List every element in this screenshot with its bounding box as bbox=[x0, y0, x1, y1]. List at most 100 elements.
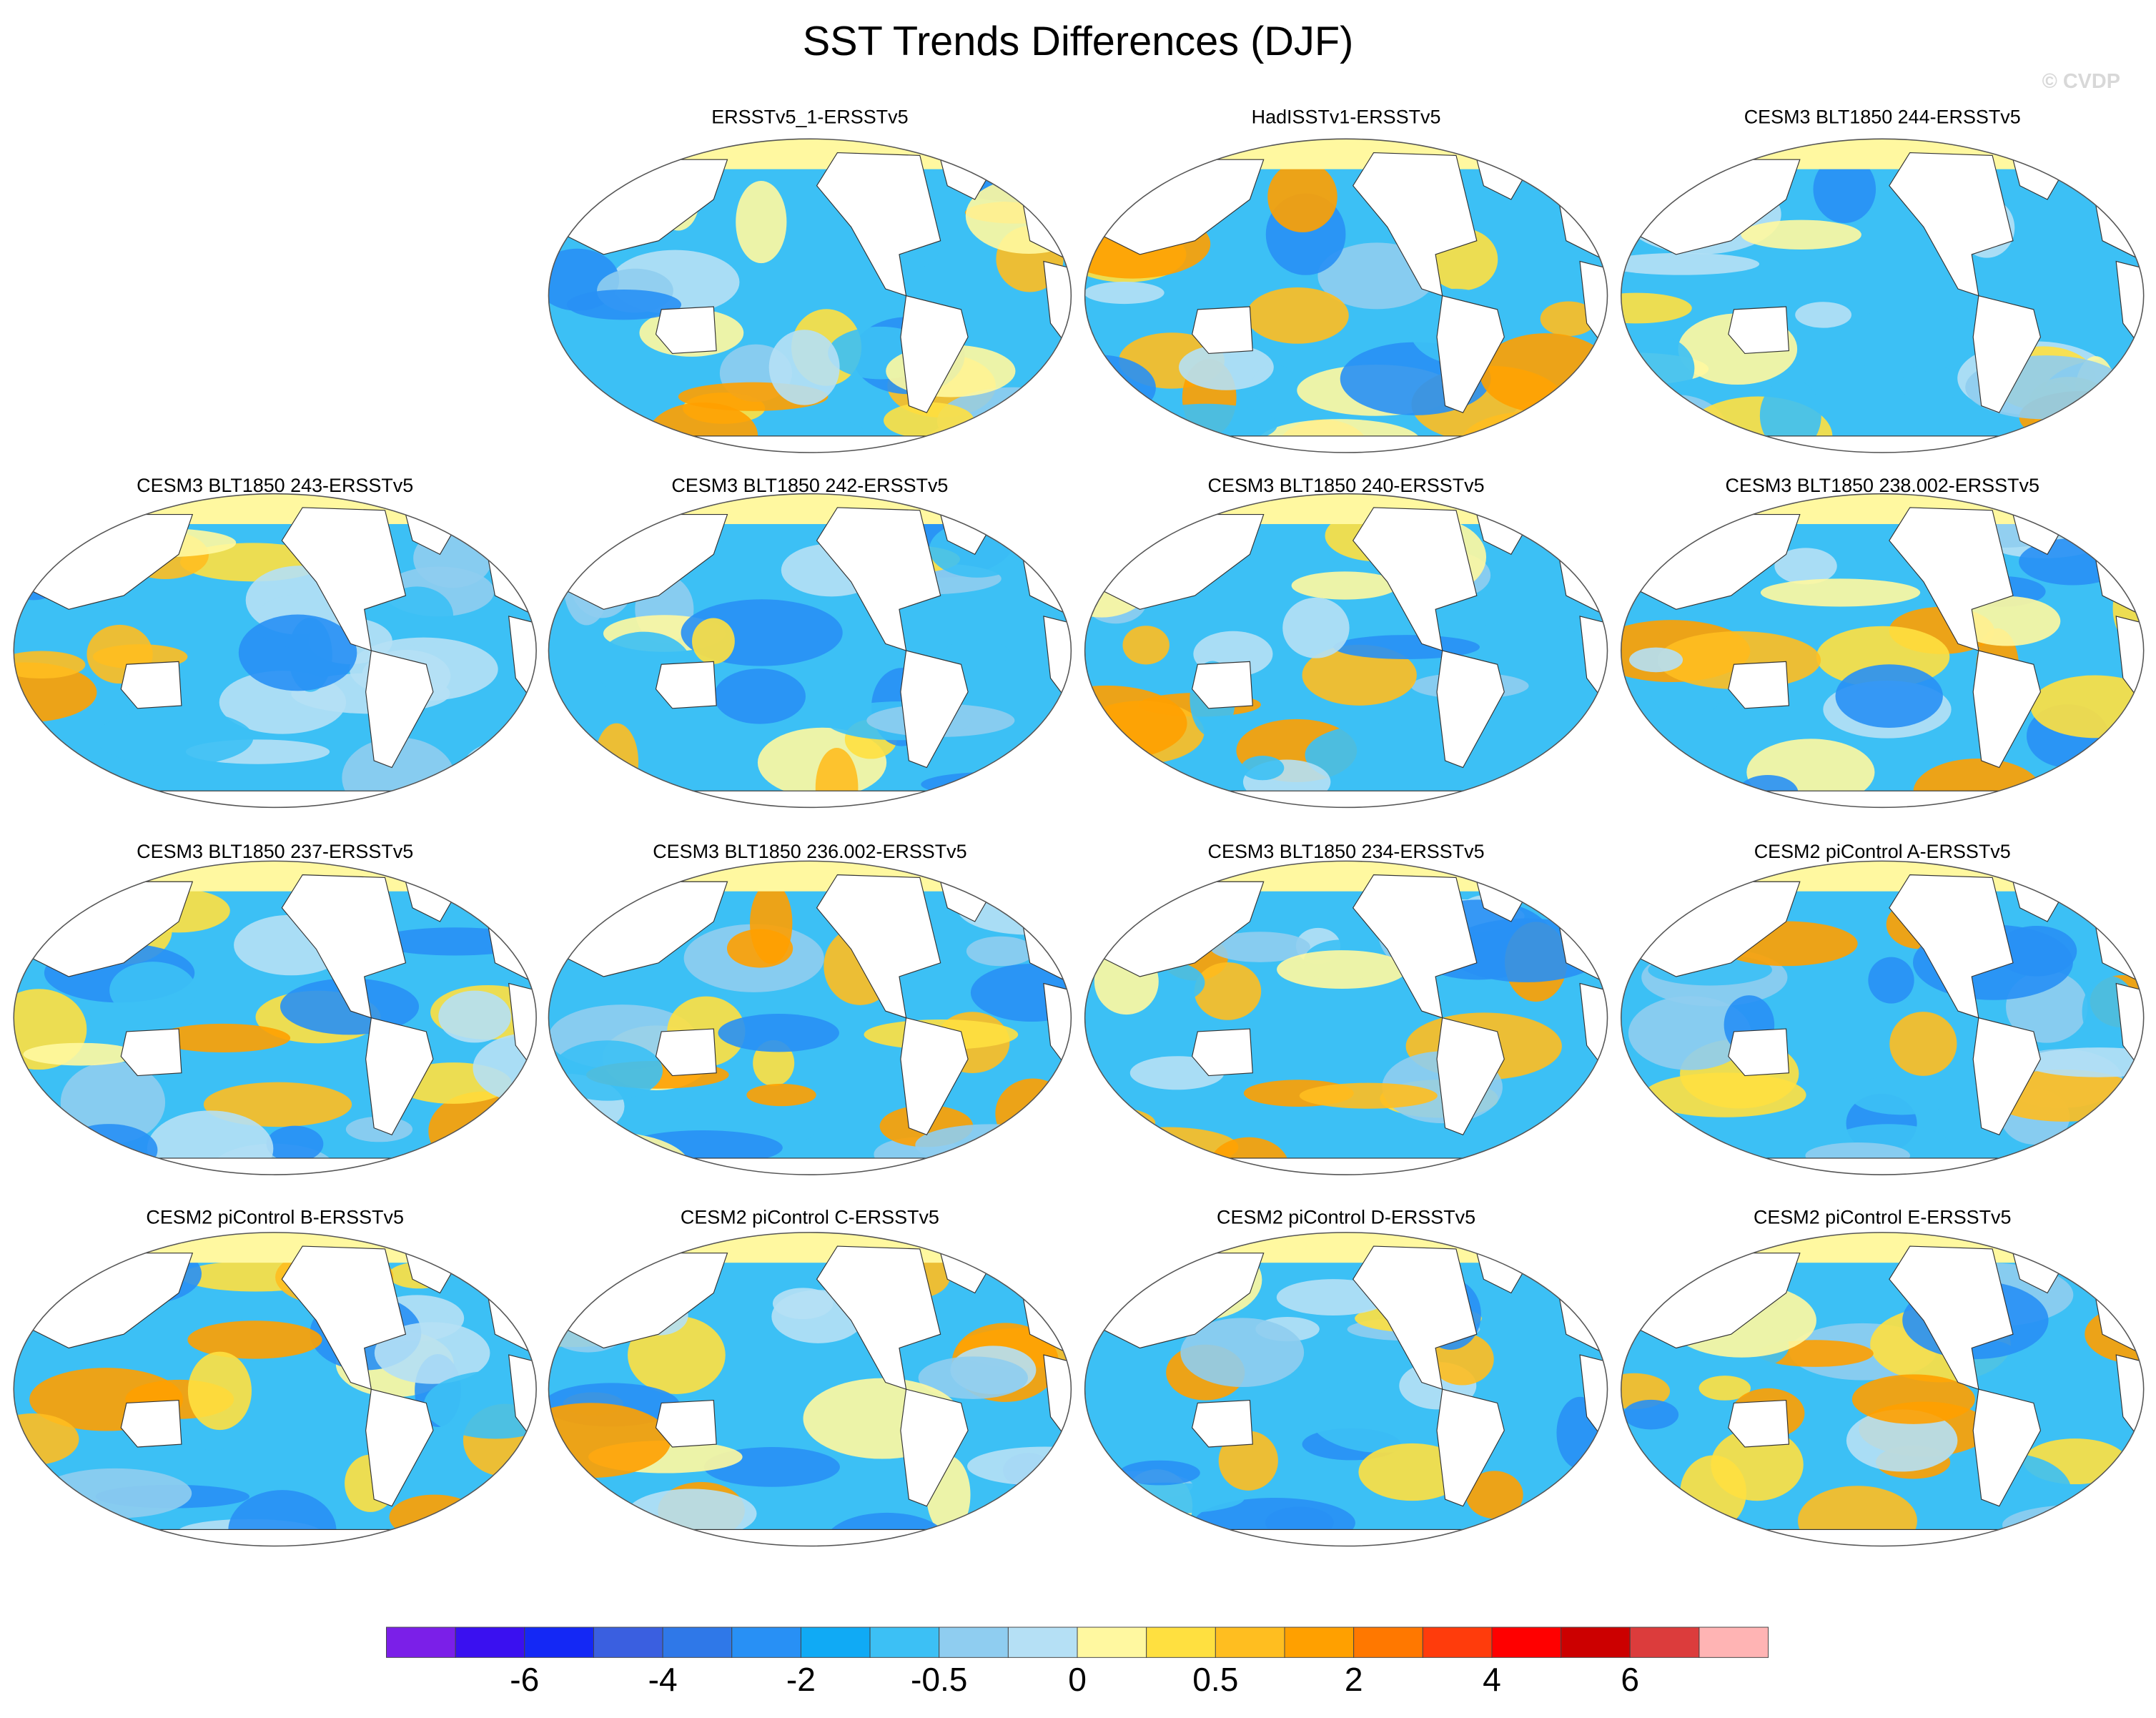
map-border bbox=[1084, 1232, 1608, 1547]
land bbox=[365, 650, 434, 769]
colorbar-box bbox=[731, 1626, 801, 1658]
land bbox=[1436, 650, 1505, 769]
anomaly-blob bbox=[1628, 996, 1751, 1070]
anomaly-blob bbox=[1795, 302, 1852, 328]
anomaly-blob bbox=[1759, 378, 1821, 453]
map bbox=[548, 1232, 1072, 1546]
panel-title: CESM2 piControl C-ERSSTv5 bbox=[681, 1207, 939, 1228]
colorbar-box bbox=[593, 1626, 663, 1658]
anomaly-blob bbox=[1902, 363, 1959, 406]
anomaly-blob bbox=[60, 1124, 158, 1175]
sea-ice-band bbox=[1084, 493, 1608, 525]
land bbox=[1084, 1157, 1608, 1175]
anomaly-blob bbox=[1813, 155, 1876, 224]
anomaly-blob bbox=[1621, 1110, 1661, 1165]
panel-title: CESM2 piControl B-ERSSTv5 bbox=[146, 1207, 404, 1228]
sea-ice-band bbox=[1084, 861, 1608, 892]
land bbox=[365, 1388, 434, 1507]
anomaly-blob bbox=[1305, 724, 1453, 786]
land bbox=[1728, 1028, 1790, 1077]
map bbox=[1084, 1232, 1608, 1546]
sea-ice-band bbox=[1621, 493, 2144, 525]
land bbox=[1043, 1354, 1072, 1446]
land bbox=[1192, 1028, 1253, 1077]
anomaly-blob bbox=[389, 1494, 480, 1540]
anomaly-blob bbox=[96, 709, 254, 766]
land bbox=[900, 1388, 969, 1507]
anomaly-blob bbox=[594, 723, 639, 801]
sea-ice-band bbox=[1621, 1232, 2144, 1263]
anomaly-blob bbox=[438, 990, 511, 1043]
anomaly-blob bbox=[548, 1262, 618, 1294]
anomaly-blob bbox=[1084, 355, 1156, 421]
anomaly-blob bbox=[772, 1288, 834, 1319]
anomaly-blob bbox=[14, 651, 86, 679]
land bbox=[14, 1157, 537, 1175]
colorbar-label: 4 bbox=[1483, 1661, 1501, 1698]
anomaly-blob bbox=[238, 614, 357, 691]
anomaly-blob bbox=[1500, 1526, 1553, 1546]
land bbox=[1728, 306, 1790, 355]
anomaly-blob bbox=[23, 1042, 139, 1066]
anomaly-blob bbox=[566, 289, 682, 320]
anomaly-blob bbox=[1760, 578, 1921, 607]
sea-ice-band bbox=[548, 493, 1072, 525]
sea-ice-band bbox=[14, 1232, 537, 1263]
land bbox=[1192, 661, 1253, 709]
map bbox=[14, 493, 537, 808]
map bbox=[548, 493, 1072, 808]
land bbox=[14, 790, 537, 808]
panel-title: CESM3 BLT1850 238.002-ERSSTv5 bbox=[1726, 475, 2039, 496]
panel-title: CESM2 piControl D-ERSSTv5 bbox=[1217, 1207, 1475, 1228]
land bbox=[1192, 1399, 1253, 1448]
anomaly-blob bbox=[1096, 1127, 1239, 1167]
sea-ice-band bbox=[14, 861, 537, 892]
colorbar-box bbox=[1561, 1626, 1631, 1658]
panel-title: CESM3 BLT1850 234-ERSSTv5 bbox=[1208, 841, 1485, 862]
anomaly-blob bbox=[966, 936, 1035, 967]
land bbox=[2115, 260, 2144, 352]
land bbox=[1728, 661, 1790, 709]
panel-title: CESM3 BLT1850 242-ERSSTv5 bbox=[671, 475, 948, 496]
anomaly-blob bbox=[1774, 548, 1837, 585]
anomaly-blob bbox=[1851, 1374, 1975, 1424]
figure-title: SST Trends Differences (DJF) bbox=[803, 19, 1354, 64]
map bbox=[1084, 139, 1608, 453]
anomaly-blob bbox=[1241, 756, 1285, 781]
anomaly-blob bbox=[380, 586, 454, 646]
anomaly-blob bbox=[713, 668, 806, 724]
land bbox=[1436, 295, 1505, 413]
map-border bbox=[13, 860, 537, 1175]
land bbox=[365, 1017, 434, 1135]
anomaly-blob bbox=[1450, 622, 1588, 666]
anomaly-blob bbox=[155, 1023, 291, 1052]
map bbox=[1621, 1232, 2144, 1546]
colorbar-label: -4 bbox=[648, 1661, 678, 1698]
sea-ice-band bbox=[548, 861, 1072, 892]
anomaly-blob bbox=[1180, 1318, 1305, 1388]
map-border bbox=[1621, 138, 2145, 453]
colorbar-box bbox=[800, 1626, 871, 1658]
anomaly-blob bbox=[1629, 647, 1683, 673]
anomaly-blob bbox=[970, 963, 1072, 1022]
panel-title: ERSSTv5_1-ERSSTv5 bbox=[711, 107, 908, 128]
anomaly-blob bbox=[1267, 161, 1337, 232]
anomaly-blob bbox=[1868, 957, 1914, 1004]
anomaly-blob bbox=[1665, 1511, 1755, 1546]
land bbox=[2115, 982, 2144, 1075]
land bbox=[1621, 435, 2144, 453]
anomaly-blob bbox=[1465, 1471, 1523, 1519]
anomaly-blob bbox=[768, 330, 840, 405]
anomaly-blob bbox=[548, 556, 575, 581]
map-border bbox=[548, 493, 1072, 809]
land bbox=[120, 1399, 182, 1448]
land bbox=[900, 1017, 969, 1135]
land bbox=[1972, 295, 2042, 413]
anomaly-blob bbox=[1536, 760, 1608, 792]
colorbar-box bbox=[1698, 1626, 1769, 1658]
land bbox=[1084, 790, 1608, 808]
anomaly-blob bbox=[1122, 626, 1170, 665]
anomaly-blob bbox=[1846, 1409, 1958, 1472]
land bbox=[655, 1399, 717, 1448]
